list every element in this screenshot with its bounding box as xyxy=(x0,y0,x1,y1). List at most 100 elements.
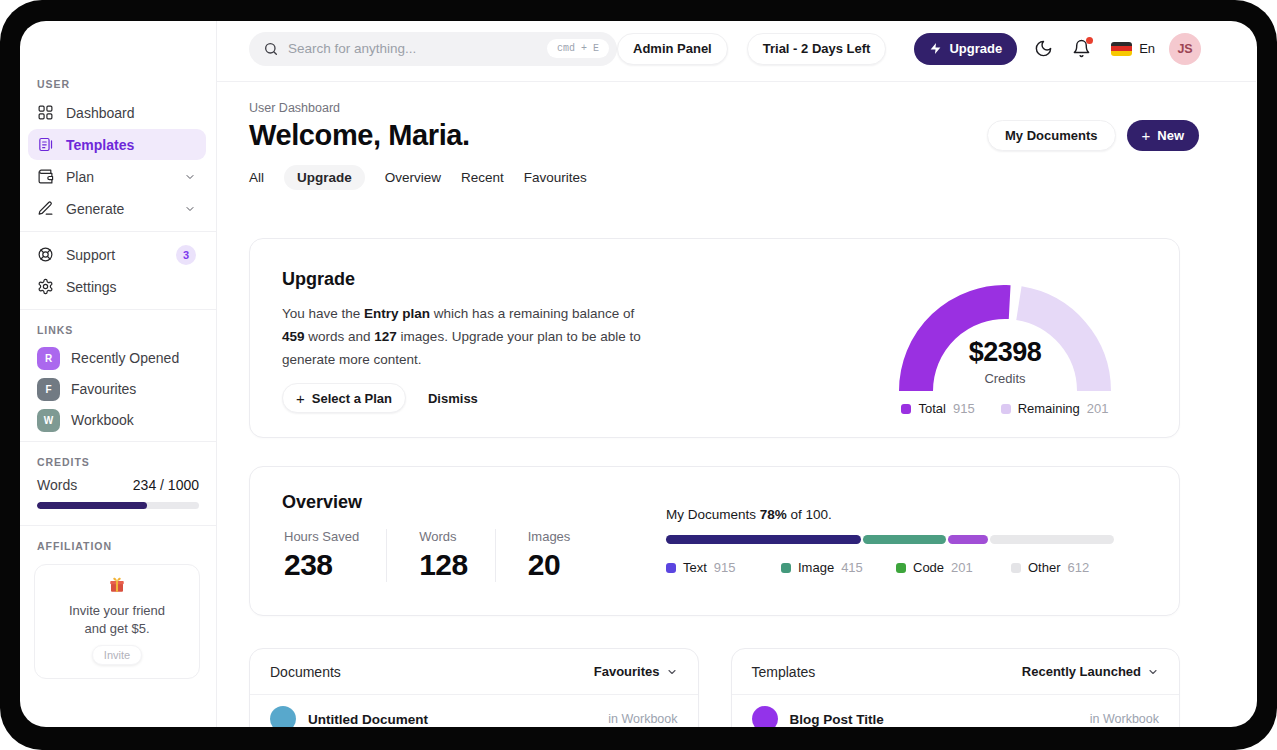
sidebar-link-workbook[interactable]: W Workbook xyxy=(28,405,206,435)
sidebar-item-label: Templates xyxy=(66,137,134,153)
my-documents-button[interactable]: My Documents xyxy=(987,120,1115,151)
upgrade-card: Upgrade You have the Entry plan which ha… xyxy=(249,238,1180,438)
search-shortcut-badge: cmd + E xyxy=(547,39,609,58)
document-avatar xyxy=(270,706,296,727)
template-row[interactable]: Blog Post Title in Workbook xyxy=(732,695,1180,727)
main-area: Search for anything... cmd + E Admin Pan… xyxy=(217,21,1256,727)
sidebar-divider xyxy=(20,441,216,442)
user-avatar[interactable]: JS xyxy=(1169,33,1201,65)
legend-swatch xyxy=(666,563,676,573)
sidebar-section-credits: CREDITS xyxy=(37,456,216,468)
support-count-badge: 3 xyxy=(176,245,196,265)
search-placeholder: Search for anything... xyxy=(288,41,416,56)
legend-swatch xyxy=(1011,563,1021,573)
tabs: All Upgrade Overview Recent Favourites xyxy=(249,165,1256,190)
templates-card-title: Templates xyxy=(752,664,816,680)
sidebar-link-favourites[interactable]: F Favourites xyxy=(28,374,206,404)
dismiss-button[interactable]: Dismiss xyxy=(428,391,478,406)
search-icon xyxy=(263,41,279,57)
document-row[interactable]: Untitled Document in Workbook xyxy=(250,695,698,727)
search-input[interactable]: Search for anything... cmd + E xyxy=(249,32,617,66)
wallet-icon xyxy=(37,168,54,185)
credits-value: 234 / 1000 xyxy=(133,477,199,493)
documents-card: Documents Favourites Untitled Document i… xyxy=(249,648,699,727)
sidebar-item-label: Plan xyxy=(66,169,94,185)
sidebar-item-generate[interactable]: Generate xyxy=(28,193,206,224)
page-title: Welcome, Maria. xyxy=(249,119,470,152)
tab-upgrade[interactable]: Upgrade xyxy=(284,165,365,190)
tab-all[interactable]: All xyxy=(249,170,264,185)
bar-segment-code xyxy=(948,535,989,544)
admin-panel-button[interactable]: Admin Panel xyxy=(617,33,728,65)
trial-button[interactable]: Trial - 2 Days Left xyxy=(747,33,887,65)
new-button[interactable]: +New xyxy=(1127,120,1200,151)
templates-filter-dropdown[interactable]: Recently Launched xyxy=(1022,664,1159,679)
dark-mode-toggle[interactable] xyxy=(1034,39,1053,58)
stacked-bar xyxy=(666,535,1116,544)
upgrade-button[interactable]: Upgrade xyxy=(914,33,1017,65)
sidebar-item-support[interactable]: Support 3 xyxy=(28,239,206,270)
sidebar: USER Dashboard Templates Plan Generate xyxy=(20,21,217,727)
sidebar-link-label: Recently Opened xyxy=(71,350,179,366)
sidebar-item-templates[interactable]: Templates xyxy=(28,129,206,160)
templates-icon xyxy=(37,136,54,153)
documents-filter-dropdown[interactable]: Favourites xyxy=(594,664,678,679)
stat-hours-saved: Hours Saved 238 xyxy=(284,529,386,582)
notifications-bell-icon[interactable] xyxy=(1072,39,1091,58)
language-label[interactable]: En xyxy=(1139,41,1155,56)
documents-card-title: Documents xyxy=(270,664,341,680)
topbar: Search for anything... cmd + E Admin Pan… xyxy=(217,21,1256,82)
chevron-down-icon xyxy=(1147,666,1159,678)
gauge-legend: Total915 Remaining201 xyxy=(891,401,1119,416)
credits-gauge: $2398 Credits Total915 Remaining201 xyxy=(899,285,1111,392)
legend-swatch xyxy=(1001,404,1011,414)
link-initial-badge: F xyxy=(37,378,60,401)
sidebar-item-settings[interactable]: Settings xyxy=(28,271,206,302)
plus-icon: + xyxy=(296,390,305,407)
screen: USER Dashboard Templates Plan Generate xyxy=(0,0,1277,750)
sidebar-link-recently-opened[interactable]: R Recently Opened xyxy=(28,343,206,373)
sidebar-item-label: Settings xyxy=(66,279,117,295)
legend-swatch xyxy=(896,563,906,573)
document-title: Untitled Document xyxy=(308,712,428,727)
legend-swatch xyxy=(901,404,911,414)
sidebar-item-dashboard[interactable]: Dashboard xyxy=(28,97,206,128)
language-flag-germany[interactable] xyxy=(1111,42,1132,56)
affiliation-text: Invite your friend and get $5. xyxy=(45,602,189,638)
template-meta: in Workbook xyxy=(1090,712,1159,726)
lightning-icon xyxy=(929,42,942,55)
sidebar-item-label: Dashboard xyxy=(66,105,135,121)
affiliation-card: Invite your friend and get $5. Invite xyxy=(34,564,200,679)
tab-overview[interactable]: Overview xyxy=(385,170,441,185)
gift-icon xyxy=(108,576,126,594)
invite-button[interactable]: Invite xyxy=(92,645,142,665)
sidebar-link-label: Workbook xyxy=(71,412,134,428)
tab-favourites[interactable]: Favourites xyxy=(524,170,587,185)
dashboard-icon xyxy=(37,104,54,121)
chevron-down-icon xyxy=(184,203,196,215)
credits-progress-bar xyxy=(37,502,199,509)
template-avatar xyxy=(752,706,778,727)
templates-card: Templates Recently Launched Blog Post Ti… xyxy=(731,648,1181,727)
bar-segment-other xyxy=(990,535,1114,544)
credits-progress-fill xyxy=(37,502,147,509)
credits-label: Words xyxy=(37,477,77,493)
documents-progress-chart: My Documents 78% of 100. Text915 Image41… xyxy=(666,507,1116,575)
sidebar-item-label: Generate xyxy=(66,201,124,217)
link-initial-badge: W xyxy=(37,409,60,432)
template-title: Blog Post Title xyxy=(790,712,884,727)
documents-progress-title: My Documents 78% of 100. xyxy=(666,507,1116,522)
sidebar-item-label: Support xyxy=(66,247,115,263)
sidebar-divider xyxy=(20,525,216,526)
gear-icon xyxy=(37,278,54,295)
overview-card: Overview Hours Saved 238 Words 128 Image… xyxy=(249,466,1180,616)
gauge-caption: Credits xyxy=(899,371,1111,386)
select-plan-button[interactable]: +Select a Plan xyxy=(282,383,406,413)
credits-words-row: Words 234 / 1000 xyxy=(37,477,199,493)
tab-recent[interactable]: Recent xyxy=(461,170,504,185)
lifebuoy-icon xyxy=(37,246,54,263)
sidebar-divider xyxy=(20,231,216,232)
sidebar-item-plan[interactable]: Plan xyxy=(28,161,206,192)
legend-swatch xyxy=(781,563,791,573)
sidebar-section-user: USER xyxy=(37,78,216,90)
